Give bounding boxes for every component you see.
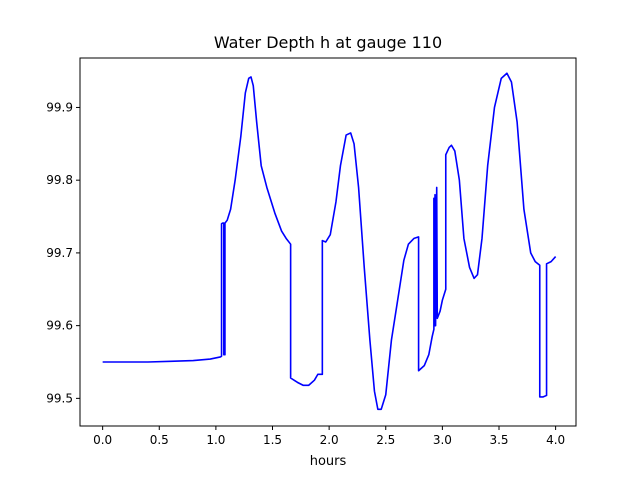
x-tick-label: 2.5 [376, 433, 395, 447]
chart-title: Water Depth h at gauge 110 [213, 33, 443, 52]
x-tick-label: 1.0 [206, 433, 225, 447]
y-tick-label: 99.8 [46, 173, 73, 187]
y-tick-label: 99.7 [46, 246, 73, 260]
x-tick-label: 3.0 [433, 433, 452, 447]
series-line-0 [102, 72, 557, 411]
x-axis-label: hours [309, 454, 347, 469]
x-tick-label: 1.5 [263, 433, 282, 447]
plot-frame [79, 57, 577, 427]
x-tick-label: 0.5 [150, 433, 169, 447]
y-tick-label: 99.9 [46, 100, 73, 114]
x-tick-label: 4.0 [546, 433, 565, 447]
y-tick-label: 99.6 [46, 319, 73, 333]
y-tick-label: 99.5 [46, 391, 73, 405]
x-tick-label: 3.5 [489, 433, 508, 447]
x-tick-label: 0.0 [93, 433, 112, 447]
x-tick-label: 2.0 [320, 433, 339, 447]
